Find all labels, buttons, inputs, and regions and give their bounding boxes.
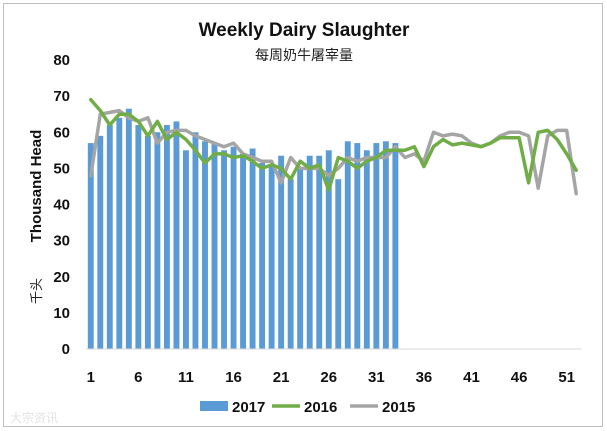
- bar-2017-week-10: [173, 121, 180, 349]
- legend-swatch-2017: [200, 401, 228, 411]
- y-axis-ticks: 0 10 20 30 40 50 60 70 80: [53, 52, 70, 358]
- bar-2017-week-14: [211, 143, 218, 349]
- x-tick-label: 21: [273, 369, 290, 386]
- bar-2017-week-1: [87, 143, 94, 349]
- x-tick-label: 36: [416, 369, 433, 386]
- x-tick-label: 46: [511, 369, 528, 386]
- x-axis-ticks: 1 6 11 16 21 26 31 36 41 46 51: [87, 369, 575, 386]
- bar-2017-week-21: [278, 155, 285, 349]
- y-tick-label: 40: [53, 197, 70, 214]
- x-tick-label: 41: [463, 369, 480, 386]
- bar-2017-week-17: [240, 153, 247, 349]
- bar-2017-week-24: [306, 155, 313, 349]
- weekly-dairy-slaughter-chart: Weekly Dairy Slaughter 每周奶牛屠宰量 Thousand …: [10, 20, 581, 425]
- bar-2017-week-11: [183, 150, 189, 349]
- y-tick-label: 50: [53, 160, 70, 177]
- bar-2017-week-33: [392, 143, 399, 349]
- y-tick-label: 10: [53, 305, 70, 322]
- y-tick-label: 20: [53, 269, 70, 286]
- bar-2017-week-13: [202, 141, 208, 349]
- bar-2017-week-32: [382, 141, 389, 349]
- y-tick-label: 30: [53, 233, 70, 250]
- x-tick-label: 6: [134, 369, 142, 386]
- x-tick-label: 51: [558, 369, 575, 386]
- line-2016: [89, 97, 578, 192]
- y-axis-label: Thousand Head: [28, 130, 45, 243]
- y-axis-label-cn: 千头: [30, 278, 45, 304]
- bar-2017-week-12: [192, 132, 199, 349]
- legend-label-2016: 2016: [304, 399, 337, 416]
- line-2015: [89, 108, 578, 196]
- legend-label-2017: 2017: [232, 399, 265, 416]
- bar-2017-week-3: [106, 125, 113, 350]
- line-series: [89, 97, 578, 196]
- y-tick-label: 80: [53, 52, 70, 69]
- bar-2017-week-8: [154, 132, 161, 349]
- bar-series-2017: [87, 108, 399, 350]
- bar-2017-week-27: [335, 179, 342, 349]
- bar-2017-week-31: [373, 143, 380, 349]
- bar-2017-week-22: [287, 179, 294, 349]
- chart-title: Weekly Dairy Slaughter: [199, 20, 410, 41]
- bar-2017-week-28: [344, 141, 351, 349]
- x-tick-label: 11: [178, 369, 194, 386]
- y-tick-label: 70: [53, 88, 70, 105]
- bar-2017-week-5: [125, 108, 132, 349]
- legend: 2017 2016 2015: [200, 399, 415, 416]
- bar-2017-week-15: [221, 150, 227, 349]
- bar-2017-week-18: [249, 148, 256, 349]
- bar-2017-week-19: [259, 162, 266, 349]
- chart-subtitle: 每周奶牛屠宰量: [255, 48, 353, 64]
- bar-2017-week-20: [268, 164, 275, 349]
- chart-frame: Weekly Dairy Slaughter 每周奶牛屠宰量 Thousand …: [3, 3, 603, 427]
- bar-2017-week-4: [116, 117, 123, 349]
- y-tick-label: 0: [62, 341, 70, 358]
- bar-2017-week-30: [363, 150, 370, 349]
- x-tick-label: 26: [320, 369, 337, 386]
- bar-2017-week-2: [97, 135, 104, 349]
- bar-2017-week-23: [297, 168, 304, 349]
- bar-2017-week-29: [354, 143, 361, 349]
- legend-label-2015: 2015: [382, 399, 415, 416]
- y-tick-label: 60: [53, 124, 70, 141]
- x-tick-label: 1: [87, 369, 95, 386]
- x-tick-label: 31: [368, 369, 385, 386]
- bar-2017-week-16: [230, 146, 237, 349]
- watermark-text: 大宗资讯: [10, 410, 58, 425]
- bar-2017-week-26: [325, 150, 332, 349]
- x-tick-label: 16: [225, 369, 242, 386]
- bar-2017-week-6: [135, 125, 142, 350]
- bar-2017-week-9: [163, 125, 170, 350]
- bar-2017-week-7: [144, 135, 151, 349]
- bar-2017-week-25: [316, 155, 323, 349]
